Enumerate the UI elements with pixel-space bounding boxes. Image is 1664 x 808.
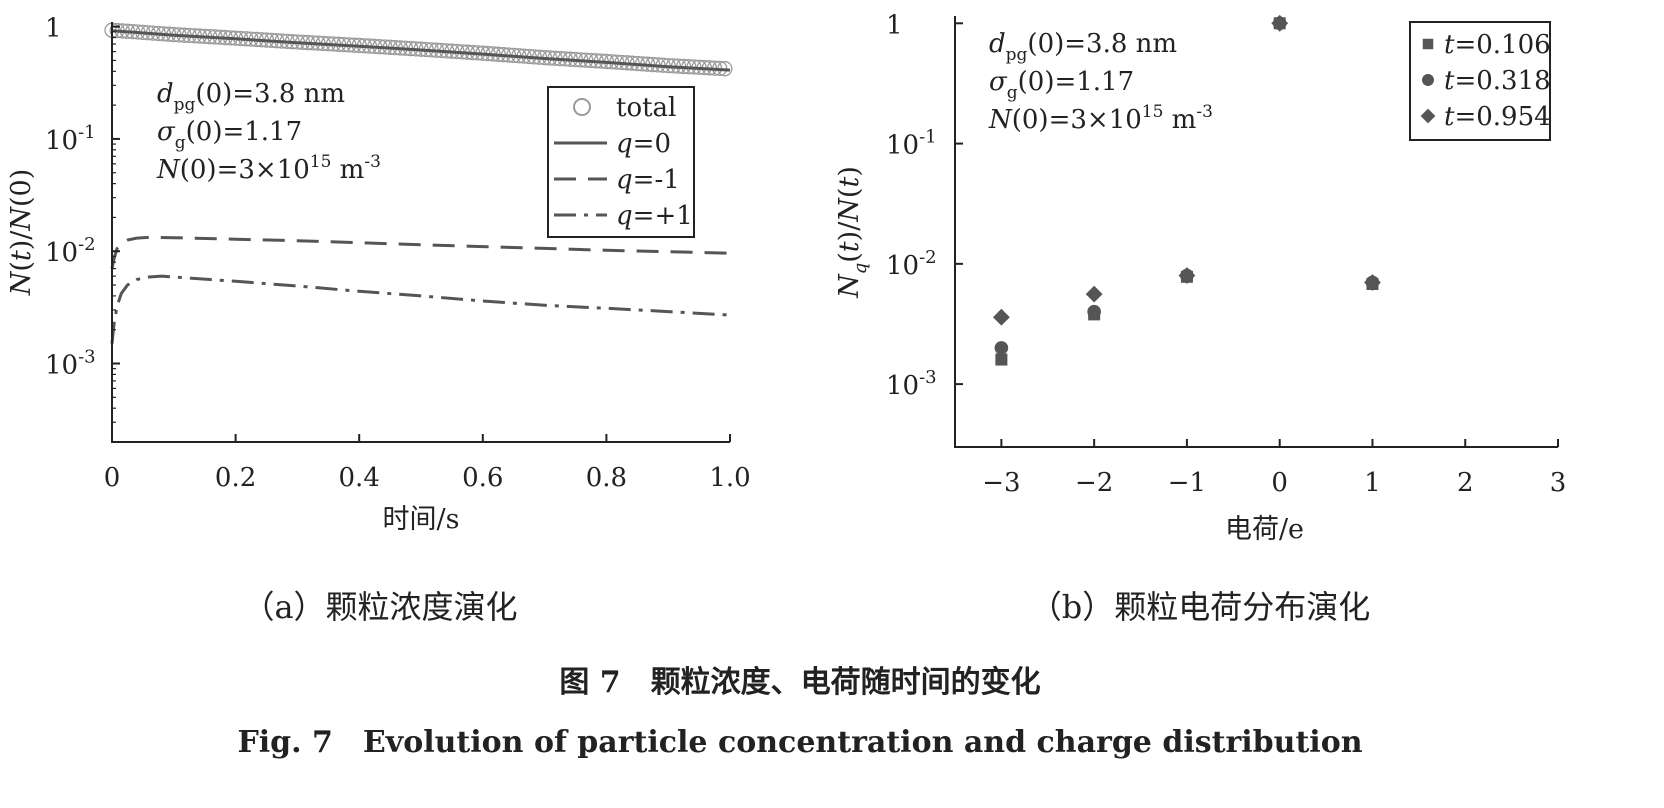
panel-a-caption: （a）颗粒浓度演化: [242, 588, 517, 626]
legend-t2-label: t=0.318: [1444, 66, 1551, 96]
legend-t3-label: t=0.954: [1444, 102, 1551, 132]
series-t3-points: [992, 14, 1381, 326]
legend-t2-marker: [1422, 74, 1434, 86]
data-point-circle: [994, 341, 1009, 355]
legend-t1-marker: [1422, 38, 1434, 50]
panel-b-x-tick-label: 1: [1364, 468, 1381, 498]
data-point-diamond: [1085, 285, 1103, 303]
panel-a-y-axis-label: N(t)/N(0): [6, 169, 37, 297]
panel-b-x-tick-label: −1: [1168, 468, 1206, 498]
panel-b-annotation-line-2: σg(0)=1.17: [989, 67, 1134, 103]
panel-b-legend: t=0.106 t=0.318 t=0.954: [1409, 21, 1551, 141]
panel-a-y-tick-label: 10-2: [45, 234, 96, 268]
data-point-diamond: [992, 308, 1010, 326]
panel-b-y-tick-label: 1: [886, 10, 903, 40]
figure-caption-chinese: 图 7 颗粒浓度、电荷随时间的变化: [559, 665, 1040, 700]
panel-b-x-tick-label: −2: [1075, 468, 1113, 498]
legend-qp1-label: q=+1: [616, 201, 693, 231]
panel-b-caption: （b）颗粒电荷分布演化: [1030, 588, 1371, 626]
panel-b-x-axis-label: 电荷/e: [1225, 514, 1304, 545]
legend-total-marker: [573, 98, 591, 116]
panel-a-legend: total q=0 q=-1 q=+1: [547, 86, 695, 238]
panel-a-x-tick-label: 0.4: [339, 463, 380, 493]
panel-a-x-tick-label: 0: [104, 463, 121, 493]
panel-b-y-axis-label: Nq(t)/N(t): [834, 166, 871, 299]
data-point-diamond: [1178, 267, 1196, 284]
panel-b-y-tick-label: 10-2: [886, 247, 937, 281]
series-qp1-line: [110, 274, 731, 344]
panel-a-x-tick-label: 1.0: [709, 463, 750, 493]
legend-total-label: total: [616, 93, 676, 123]
panel-a-legend-box: [547, 86, 695, 238]
panel-a-x-tick-label: 0.8: [586, 463, 627, 493]
data-point-square: [995, 353, 1008, 366]
data-point-circle: [1087, 304, 1101, 319]
panel-a-y-tick-label: 10-3: [45, 347, 96, 381]
panel-a-annotation-line-3: N(0)=3×1015 m-3: [156, 152, 381, 185]
panel-b-x-tick-label: 3: [1550, 468, 1567, 498]
figure-caption-english: Fig. 7 Evolution of particle concentrati…: [237, 725, 1362, 760]
panel-a-x-tick-label: 0.6: [462, 463, 503, 493]
panel-b-annotation-line-1: dpg(0)=3.8 nm: [989, 29, 1177, 65]
data-point-diamond: [1271, 14, 1289, 32]
panel-b-y-tick-label: 10-1: [886, 127, 937, 161]
series-q0-line: [111, 29, 731, 72]
panel-a-x-axis-label: 时间/s: [383, 504, 460, 535]
panel-a-annotation-line-1: dpg(0)=3.8 nm: [157, 79, 345, 115]
panel-b-axes: [954, 16, 1558, 448]
panel-b-x-tick-label: −3: [982, 468, 1020, 498]
legend-t3-marker: [1420, 108, 1436, 124]
series-qm1-line: [110, 235, 731, 269]
legend-t1-label: t=0.106: [1444, 30, 1551, 60]
panel-b-x-tick-label: 2: [1457, 468, 1474, 498]
panel-b-annotation-line-3: N(0)=3×1015 m-3: [988, 102, 1213, 135]
panel-a-annotation-line-2: σg(0)=1.17: [157, 117, 302, 153]
legend-qm1-label: q=-1: [616, 165, 680, 195]
panel-a-y-tick-label: 10-1: [45, 122, 96, 156]
panel-a-chart: 0 0.2 0.4 0.6 0.8 1.0 1 10-1 10-2 10-3 时间/s N(t)/…: [6, 14, 751, 535]
panel-b-y-tick-label: 10-3: [886, 367, 937, 401]
panel-a-y-tick-label: 1: [45, 14, 62, 44]
legend-q0-label: q=0: [616, 129, 671, 159]
data-point-diamond: [1364, 274, 1381, 291]
panel-b-x-tick-label: 0: [1271, 468, 1288, 498]
panel-a-x-tick-label: 0.2: [215, 463, 256, 493]
